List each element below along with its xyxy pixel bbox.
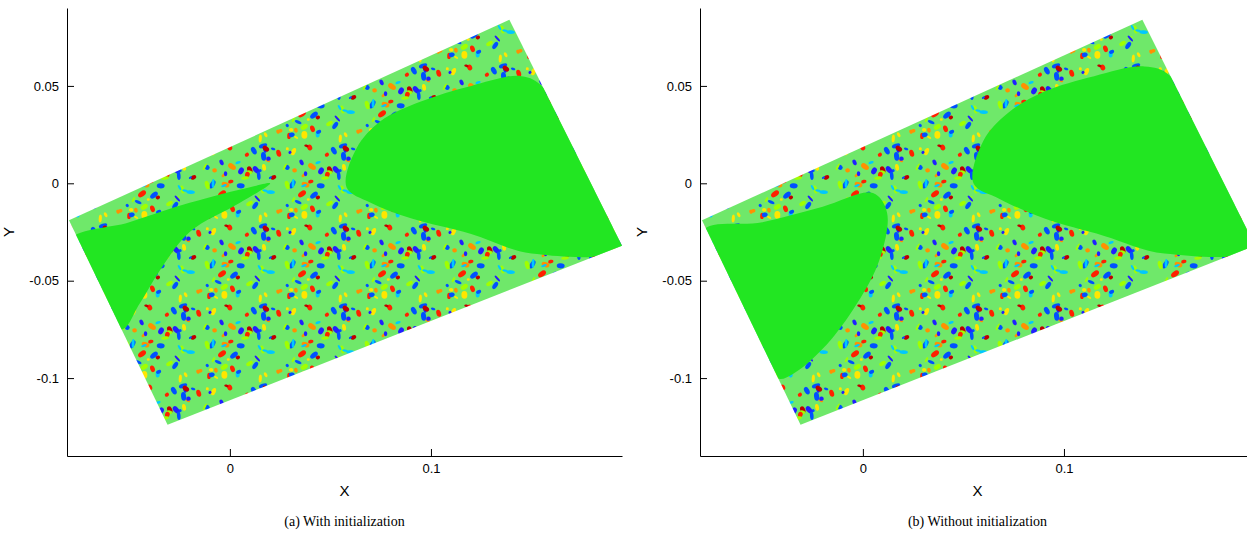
tick: 0 — [52, 176, 74, 191]
tick: -0.05 — [29, 273, 74, 288]
tick-label: 0.05 — [34, 79, 59, 94]
plot-area — [68, 20, 622, 425]
tick-mark — [67, 183, 74, 184]
axis-line — [700, 9, 701, 457]
tick-label: 0.1 — [422, 461, 440, 476]
tick: 0.05 — [667, 79, 707, 94]
x-axis: 00.1 — [701, 449, 1247, 476]
tick-label: -0.05 — [662, 273, 692, 288]
axis-line — [67, 9, 68, 457]
tick-mark — [230, 449, 231, 456]
tick-mark — [863, 449, 864, 456]
tick-mark — [700, 281, 707, 282]
region — [972, 66, 1247, 257]
tick: -0.1 — [670, 371, 707, 386]
region — [346, 76, 622, 257]
tick: -0.05 — [662, 273, 707, 288]
tick: 0.05 — [34, 79, 74, 94]
tick-label: 0 — [860, 461, 867, 476]
region — [68, 183, 270, 329]
x-axis-title: X — [339, 482, 349, 499]
tick-mark — [700, 86, 707, 87]
figure: 00.1-0.1-0.0500.05XY(a) With initializat… — [0, 0, 1247, 536]
tick-mark — [431, 449, 432, 456]
tick: 0.1 — [422, 449, 440, 476]
tick-mark — [700, 378, 707, 379]
y-axis: -0.1 -0.05 0 0.05 — [662, 9, 707, 457]
tick-mark — [67, 378, 74, 379]
y-axis-title: Y — [0, 227, 17, 237]
panel-title: (a) With initialization — [284, 514, 404, 530]
plot-area — [701, 20, 1247, 425]
tick-label: -0.05 — [29, 273, 59, 288]
tick-mark — [1064, 449, 1065, 456]
tick: 0 — [227, 449, 234, 476]
tick-label: 0 — [227, 461, 234, 476]
tick-label: -0.1 — [37, 371, 59, 386]
tick: 0.1 — [1055, 449, 1073, 476]
tick-label: 0 — [52, 176, 59, 191]
axis-line — [68, 456, 623, 457]
tick: -0.1 — [37, 371, 74, 386]
tick-mark — [67, 281, 74, 282]
region — [701, 192, 888, 379]
y-axis-title: Y — [633, 227, 650, 237]
tick-label: 0.05 — [667, 79, 692, 94]
tick-mark — [67, 86, 74, 87]
x-axis: 00.1 — [68, 449, 623, 476]
y-axis: -0.1 -0.05 0 0.05 — [29, 9, 74, 457]
x-axis-title: X — [972, 482, 982, 499]
tick-label: 0.1 — [1055, 461, 1073, 476]
axis-line — [701, 456, 1247, 457]
tick-mark — [700, 183, 707, 184]
tick-label: 0 — [685, 176, 692, 191]
tick-label: -0.1 — [670, 371, 692, 386]
tick: 0 — [860, 449, 867, 476]
tick: 0 — [685, 176, 707, 191]
panel-title: (b) Without initialization — [908, 514, 1047, 530]
